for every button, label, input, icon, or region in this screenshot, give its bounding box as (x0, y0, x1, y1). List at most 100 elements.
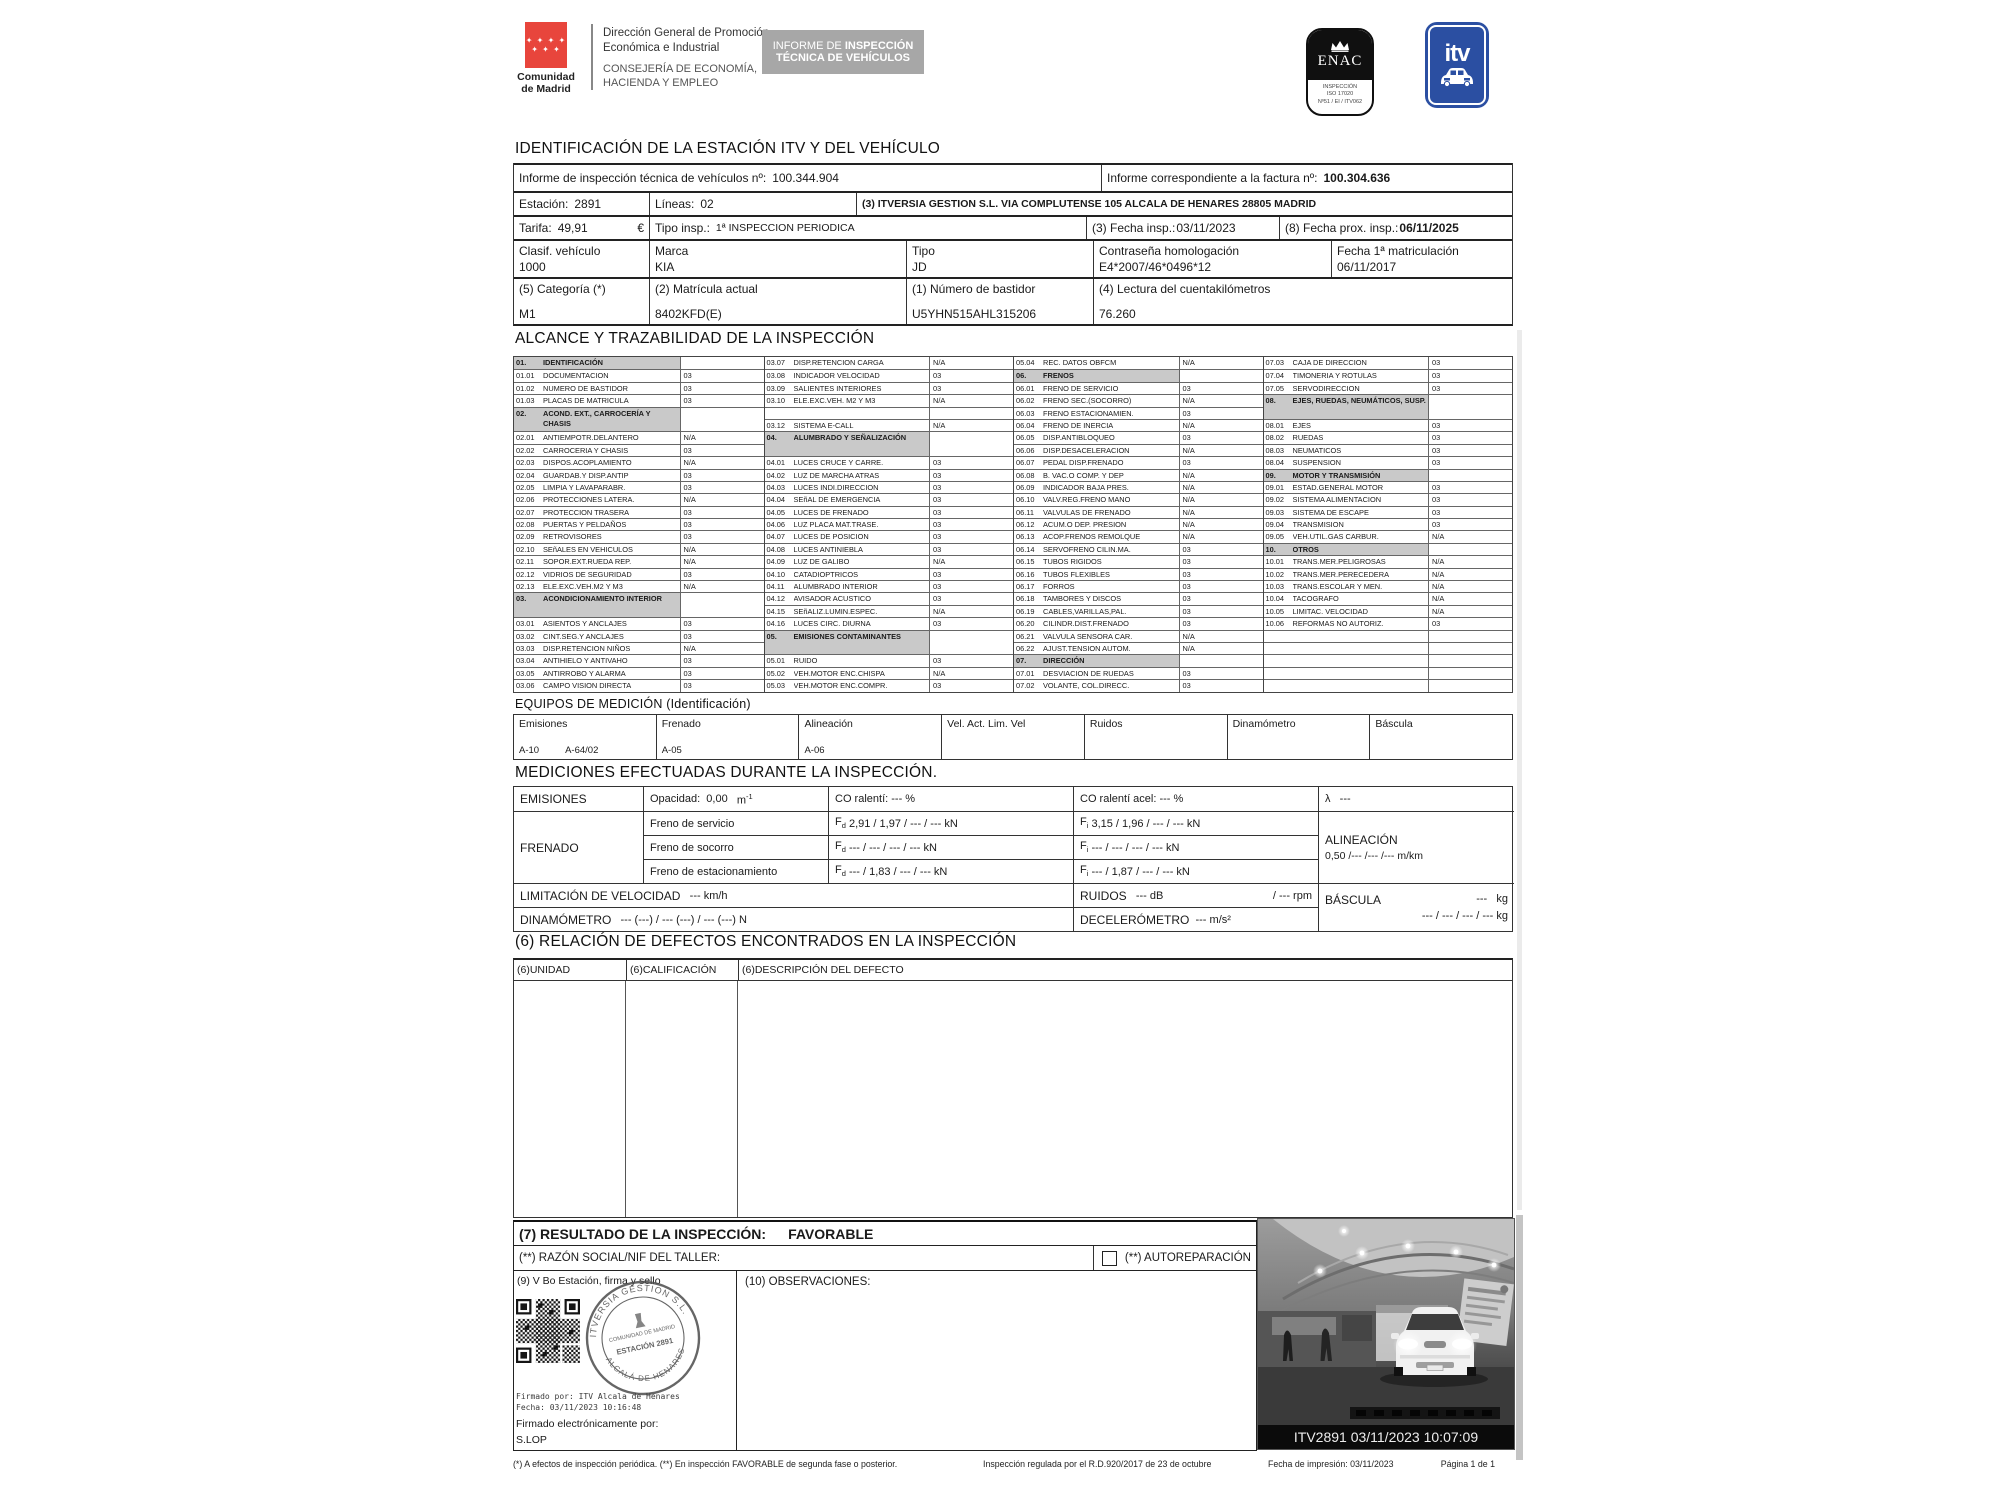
scope-column-1: 01. IDENTIFICACIÓN 01.01 DOCUMENTACION 03 01.… (514, 357, 764, 692)
item-label: NEUMATICOS (1292, 445, 1342, 455)
inspection-item-row: 10.04 TACOGRAFO N/A (1263, 592, 1512, 605)
item-label: PROTECCION TRASERA (543, 507, 630, 517)
item-value: 03 (929, 593, 1013, 605)
item-label (1293, 680, 1429, 691)
inspection-item-row: 07.03 CAJA DE DIRECCION 03 (1264, 357, 1512, 370)
inspection-item-row: 01.02 NUMERO DE BASTIDOR 03 (514, 381, 764, 395)
item-value: 03 (929, 519, 1013, 531)
item-label: TAMBORES Y DISCOS (1043, 594, 1122, 604)
equip-emisiones: Emisiones A-10 A-64/02 (519, 718, 599, 756)
estacion-value: 2891 (574, 197, 602, 211)
equip-ruidos: Ruidos (1083, 715, 1227, 759)
item-label: LUZ DE GALIBO (793, 557, 850, 567)
item-code: 02.10 (516, 544, 535, 554)
inspection-section-header-row: 03. ACONDICIONAMIENTO INTERIOR (514, 592, 764, 618)
itv-label: itv (1444, 40, 1470, 67)
madrid-flag-icon: ✦ ✦ ✦ ✦ ✦ ✦ ✦ (525, 22, 567, 68)
inspection-item-row: 06.08 B. VAC.O COMP. Y DEP N/A (1014, 468, 1263, 481)
item-label: AVISADOR ACUSTICO (793, 594, 871, 604)
fecha-insp-value: 03/11/2023 (1176, 221, 1236, 235)
item-value (1428, 655, 1512, 667)
freno-socorro-fi: Fi --- / --- / --- / --- kN (1073, 835, 1318, 859)
freno-servicio-label: Freno de servicio (643, 811, 828, 835)
item-label: VALVULAS DE FRENADO (1043, 507, 1131, 517)
inspection-item-row: 06.11 VALVULAS DE FRENADO N/A (1014, 505, 1263, 519)
item-code: 10.05 (1265, 606, 1285, 616)
item-value: N/A (929, 395, 1013, 407)
inspection-item-row: 06.01 FRENO DE SERVICIO 03 (1014, 381, 1263, 395)
item-code: 06.13 (1016, 532, 1035, 542)
inspection-item-row: 03.02 CINT.SEG.Y ANCLAJES 03 (514, 629, 764, 643)
item-label: LUZ PLACA MAT.TRASE. (793, 520, 879, 530)
item-label (1293, 643, 1429, 654)
item-code: 06.09 (1016, 482, 1035, 492)
tipo-insp-value: 1ª INSPECCION PERIODICA (715, 222, 855, 234)
item-value: N/A (679, 457, 764, 469)
inspection-item-row: 03.04 ANTIHIELO Y ANTIVAHO 03 (514, 654, 764, 667)
item-label: EJES (1292, 420, 1311, 430)
digital-signature-text: Firmado por: ITV Alcala de Henares Fecha… (516, 1392, 680, 1413)
item-value: 03 (929, 469, 1013, 481)
item-value: N/A (679, 543, 764, 556)
freno-servicio-fi: Fi 3,15 / 1,96 / --- / --- kN (1073, 811, 1318, 835)
item-label: LUCES CIRC. DIURNA (793, 619, 871, 629)
inspection-item-row: 06.17 FORROS 03 (1014, 580, 1263, 593)
item-code: 02.07 (516, 507, 535, 517)
item-label: LIMPIA Y LAVAPARABR. (543, 482, 626, 492)
fecha-insp-label: (3) Fecha insp.: (1092, 221, 1176, 235)
item-label: VIDRIOS DE SEGURIDAD (543, 569, 632, 579)
item-label: DISP.ANTIBLOQUEO (1043, 433, 1115, 443)
item-label: GUARDAB.Y DISP.ANTIP (543, 470, 629, 480)
opacidad-cell: Opacidad: 0,00 m-1 (643, 787, 828, 811)
item-label: LUCES CRUCE Y CARRE. (793, 458, 884, 468)
inspection-item-row: 06.12 ACUM.O DEP. PRESION N/A (1014, 518, 1263, 531)
tarifa-value: 49,91 (557, 221, 588, 235)
item-code: 02.02 (516, 445, 535, 455)
inspection-item-row: 02.12 VIDRIOS DE SEGURIDAD 03 (514, 567, 764, 581)
comunidad-de-madrid-logo: ✦ ✦ ✦ ✦ ✦ ✦ ✦ Comunidad de Madrid (513, 22, 579, 95)
item-value (1428, 543, 1512, 556)
item-code: 03.06 (516, 681, 535, 691)
item-value: 03 (679, 680, 764, 692)
item-code: 07. (1014, 655, 1043, 667)
item-code: 02.08 (516, 520, 535, 530)
limitacion-velocidad-cell: LIMITACIÓN DE VELOCIDAD --- km/h (514, 883, 1073, 907)
item-code: 04.11 (766, 582, 785, 592)
item-code: 02.09 (516, 532, 535, 542)
equip-alineacion: Alineación A-06 (798, 715, 941, 759)
item-value: 03 (1178, 457, 1263, 469)
item-label: B. VAC.O COMP. Y DEP (1043, 470, 1124, 480)
item-value (1428, 630, 1512, 642)
marca-value: KIA (655, 260, 675, 274)
inspection-item-row: 09.01 ESTAD.GENERAL MOTOR 03 (1263, 480, 1512, 494)
tarifa-label: Tarifa: (519, 221, 552, 235)
item-code: 03.10 (766, 396, 786, 406)
item-value: 03 (929, 543, 1013, 556)
matriculacion1-value: 06/11/2017 (1337, 260, 1397, 274)
cuentakm-label: (4) Lectura del cuentakilómetros (1099, 282, 1271, 296)
item-code: 09. (1263, 469, 1293, 481)
station-signature-box: (9) V Bo Estación, firma y sello ITVERSI… (513, 1271, 737, 1451)
item-code: 06.19 (1016, 606, 1035, 616)
inspection-item-row: 06.07 PEDAL DISP.FRENADO 03 (1014, 456, 1263, 469)
item-value: 03 (679, 519, 764, 531)
item-label: AJUST.TENSION AUTOM. (1043, 643, 1131, 653)
inspection-item-row: 07.01 DESVIACION DE RUEDAS 03 (1014, 666, 1263, 680)
item-value: 03 (1428, 432, 1512, 444)
inspection-item-row: 04.07 LUCES DE POSICION 03 (764, 530, 1013, 543)
inspection-item-row: 02.10 SEñALES EN VEHICULOS N/A (514, 542, 764, 556)
item-code: 08.03 (1265, 445, 1285, 455)
item-value: 03 (1428, 519, 1512, 531)
item-label: ALUMBRADO Y SEÑALIZACIÓN (793, 432, 929, 457)
item-value (1428, 680, 1512, 692)
enac-accreditation-text: INSPECCIÓN ISO 17020 Nº51 / EI / ITV062 (1317, 84, 1363, 105)
item-label: TRANSMISION (1292, 520, 1344, 530)
item-label: DISPOS.ACOPLAMIENTO (543, 458, 632, 468)
identification-table: Informe de inspección técnica de vehícul… (513, 163, 1513, 326)
inspection-item-row: 05.01 RUIDO 03 (764, 654, 1013, 667)
item-code: 03.07 (766, 358, 786, 367)
item-code: 08. (1263, 395, 1293, 419)
item-label: SERVODIRECCION (1292, 383, 1360, 393)
item-value (1428, 395, 1512, 419)
item-code: 02.06 (516, 495, 535, 505)
